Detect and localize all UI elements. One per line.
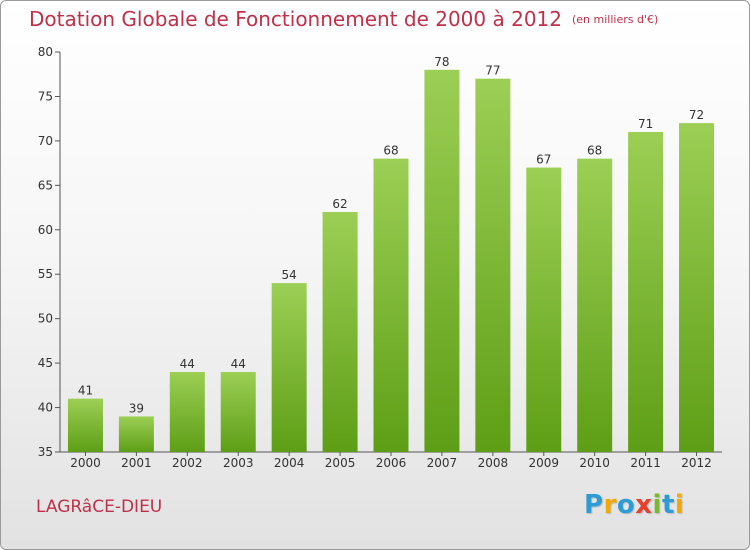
y-tick-label: 75	[38, 89, 53, 103]
logo-letter: P	[584, 490, 604, 520]
bar	[424, 69, 460, 453]
y-tick-label: 35	[38, 445, 53, 459]
bar-value-label: 41	[78, 384, 93, 398]
bar-value-label: 78	[434, 55, 449, 69]
bar-value-label: 67	[536, 153, 551, 167]
chart-unit: (en milliers d'€)	[572, 13, 659, 26]
bar	[577, 158, 613, 452]
bar	[679, 123, 715, 452]
bar-value-label: 44	[180, 357, 195, 371]
bar	[628, 132, 664, 452]
logo-letter: t	[661, 490, 675, 520]
logo-letter: x	[635, 490, 653, 520]
chart-bars	[67, 69, 715, 453]
y-tick-label: 70	[38, 134, 53, 148]
x-tick-label: 2006	[376, 456, 407, 470]
x-tick-label: 2003	[223, 456, 254, 470]
y-tick-label: 80	[38, 45, 53, 59]
bar	[67, 398, 103, 452]
x-tick-label: 2007	[427, 456, 458, 470]
bar-value-label: 54	[282, 268, 297, 282]
chart-axes: 35 40 45 50 55 60 65 70 75 80 2000 2001 2002 2003 2004…	[38, 45, 722, 470]
commune-name: LAGRâCE-DIEU	[36, 497, 163, 517]
x-tick-label: 2011	[630, 456, 661, 470]
bar-value-label: 68	[587, 144, 602, 158]
bar-value-label: 77	[485, 64, 500, 78]
y-tick-label: 55	[38, 267, 53, 281]
bar	[322, 212, 358, 452]
x-tick-label: 2002	[172, 456, 203, 470]
y-tick-label: 65	[38, 178, 53, 192]
logo-letter: i	[652, 490, 662, 520]
bar-value-label: 71	[638, 117, 653, 131]
x-tick-label: 2010	[579, 456, 610, 470]
bar	[169, 372, 205, 452]
x-tick-label: 2000	[70, 456, 101, 470]
bar-value-label: 72	[689, 108, 704, 122]
bar	[271, 283, 307, 452]
logo-letter: o	[616, 490, 636, 520]
chart-title-text: Dotation Globale de Fonctionnement de 20…	[29, 7, 562, 31]
bar-value-label: 44	[231, 357, 246, 371]
bar-value-label: 68	[383, 144, 398, 158]
logo-letter: r	[603, 490, 617, 520]
x-tick-label: 2004	[274, 456, 305, 470]
x-tick-label: 2005	[325, 456, 356, 470]
chart-data-labels: 41 39 44 44 54 62 68 78 77 67 68 71 72	[78, 55, 704, 416]
x-tick-label: 2012	[681, 456, 712, 470]
bar	[373, 158, 409, 452]
bar	[220, 372, 256, 452]
y-tick-label: 40	[38, 401, 53, 415]
y-tick-label: 60	[38, 223, 53, 237]
chart-title: Dotation Globale de Fonctionnement de 20…	[29, 7, 658, 31]
bar	[118, 416, 154, 452]
logo-letter: i	[674, 490, 685, 520]
y-tick-label: 50	[38, 312, 53, 326]
proxiti-logo[interactable]: Proxiti	[584, 490, 684, 520]
bar-value-label: 62	[332, 197, 347, 211]
x-tick-label: 2009	[528, 456, 559, 470]
bar	[475, 78, 511, 453]
bar-value-label: 39	[129, 401, 144, 415]
x-tick-label: 2008	[478, 456, 509, 470]
y-tick-label: 45	[38, 356, 53, 370]
x-tick-label: 2001	[121, 456, 152, 470]
bar	[526, 167, 562, 453]
